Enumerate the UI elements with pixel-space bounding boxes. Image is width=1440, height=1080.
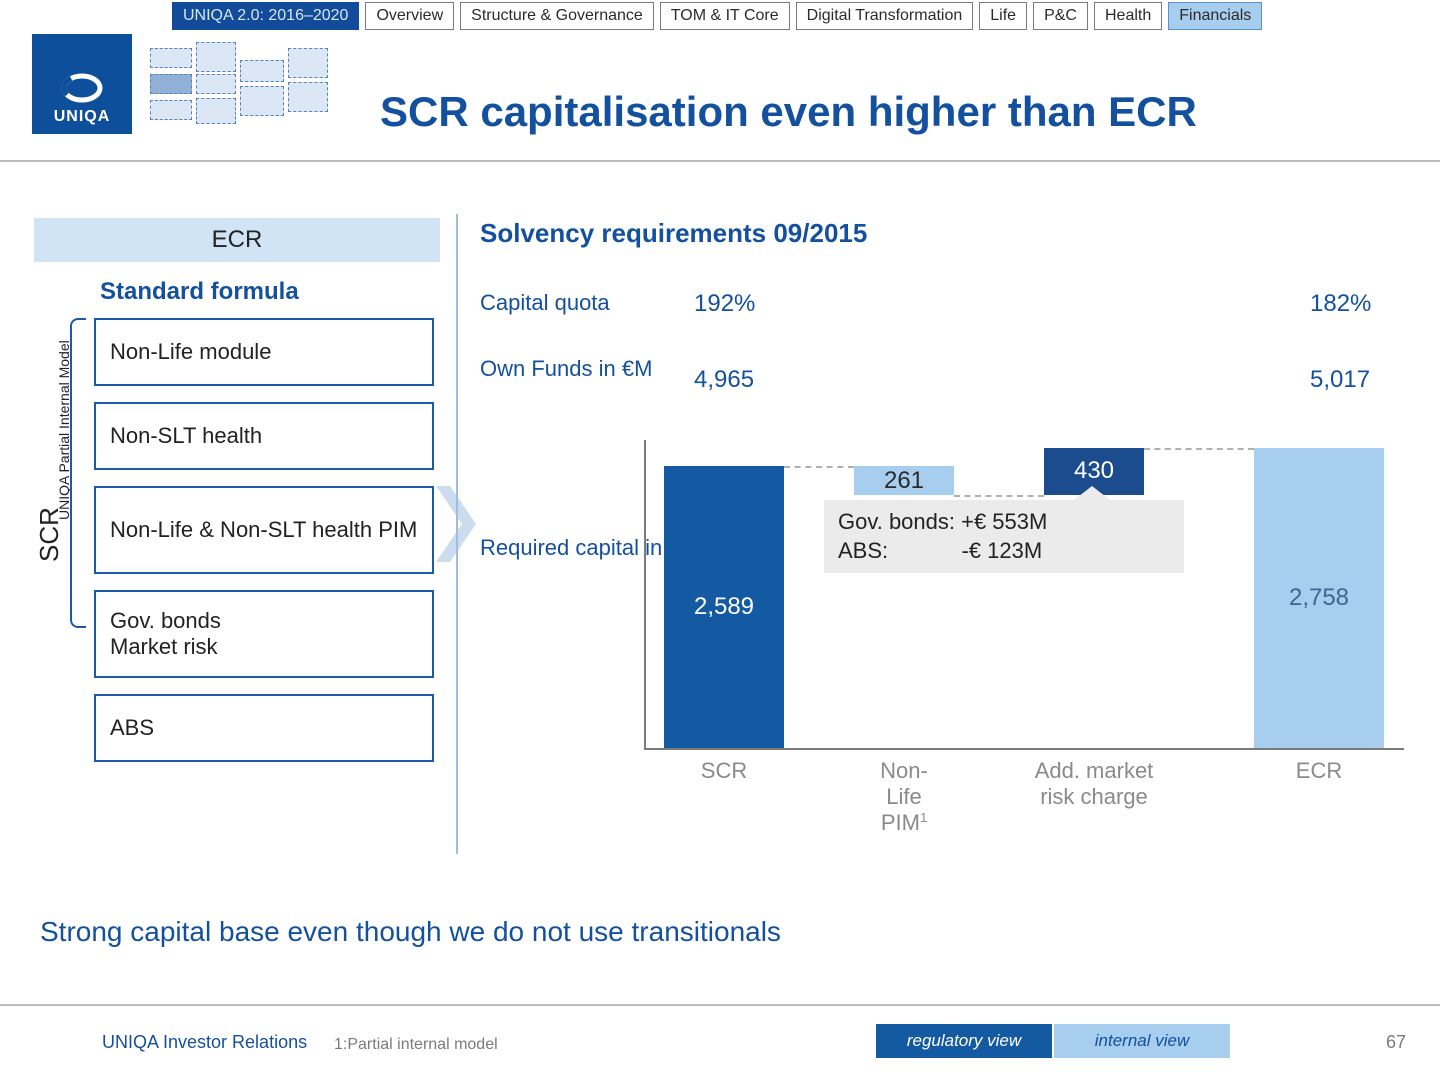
solvency-title: Solvency requirements 09/2015 [480,218,867,249]
ring-icon [59,68,105,104]
header-divider [0,160,1440,162]
brand-logo: UNIQA [32,34,132,134]
page-number: 67 [1386,1032,1406,1053]
mini-diagram-icon [150,42,330,132]
legend-pill: regulatory view [876,1024,1052,1058]
top-nav: UNIQA 2.0: 2016–2020OverviewStructure & … [172,2,1262,30]
standard-formula-label: Standard formula [100,278,299,306]
chart-xlabel: ECR [1224,758,1414,784]
callout-pointer-icon [1074,486,1110,500]
capital-quota-ecr: 182% [1310,290,1371,318]
nav-tab[interactable]: P&C [1033,2,1088,30]
callout-box: Gov. bonds: +€ 553M ABS: -€ 123M [824,500,1184,573]
chart-bar-scr: 2,589 [664,466,784,748]
footer-ir: UNIQA Investor Relations [102,1032,307,1053]
own-funds-ecr: 5,017 [1310,366,1370,394]
footer-divider [0,1004,1440,1006]
module-box: Gov. bondsMarket risk [94,590,434,678]
ecr-header: ECR [34,218,440,262]
chart-xlabel: SCR [634,758,814,784]
nav-tab[interactable]: Financials [1168,2,1262,30]
chart-xlabel: Add. marketrisk charge [1014,758,1174,810]
nav-tab[interactable]: Overview [365,2,454,30]
brand-name: UNIQA [54,108,111,126]
nav-tab[interactable]: UNIQA 2.0: 2016–2020 [172,2,359,30]
footnote: 1:Partial internal model [334,1036,498,1054]
legend-pill: internal view [1054,1024,1230,1058]
nav-tab[interactable]: Structure & Governance [460,2,654,30]
module-box: ABS [94,694,434,762]
nav-tab[interactable]: Digital Transformation [796,2,974,30]
capital-quota-label: Capital quota [480,290,610,316]
y-axis [644,440,646,750]
conclusion-text: Strong capital base even though we do no… [40,916,781,948]
modules-list: Non-Life module Non-SLT health Non-Life & … [94,318,434,778]
capital-quota-scr: 192% [694,290,755,318]
own-funds-scr: 4,965 [694,366,754,394]
vertical-separator [456,214,458,854]
module-box: Non-Life & Non-SLT health PIM [94,486,434,574]
nav-tab[interactable]: Life [979,2,1027,30]
module-box: Non-SLT health [94,402,434,470]
x-axis [644,748,1404,750]
slide-title: SCR capitalisation even higher than ECR [380,88,1410,136]
waterfall-chart: 2,589SCR261Non-LifePIM1430Add. marketris… [644,440,1404,750]
bracket-icon [70,318,86,628]
chart-bar-pim: 261 [854,466,954,494]
chart-xlabel: Non-LifePIM1 [824,758,984,836]
nav-tab[interactable]: TOM & IT Core [660,2,790,30]
chart-bar-ecr: 2,758 [1254,448,1384,748]
nav-tab[interactable]: Health [1094,2,1162,30]
module-box: Non-Life module [94,318,434,386]
own-funds-label: Own Funds in €M [480,356,652,382]
